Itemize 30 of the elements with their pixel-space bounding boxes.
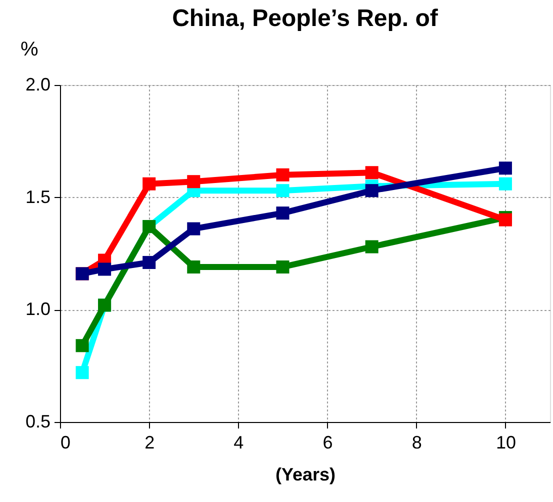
point [276, 168, 290, 182]
point [498, 177, 512, 190]
point [498, 162, 512, 175]
y-axis-title: % [20, 38, 38, 60]
y-tick-label: 2.0 [25, 74, 50, 94]
point [76, 339, 89, 352]
point [142, 177, 156, 190]
x-tick-label: 8 [412, 432, 422, 452]
y-tick-label: 1.0 [25, 299, 50, 320]
point [365, 240, 378, 254]
y-tick-label: 0.5 [25, 412, 50, 432]
chart-title: China, People’s Rep. of [172, 5, 439, 32]
x-tick-label: 6 [322, 432, 333, 452]
point [76, 366, 89, 380]
x-tick-label: 0 [60, 432, 71, 452]
y-tick-label: 1.5 [25, 186, 50, 207]
point [365, 184, 378, 198]
x-tick-label: 2 [144, 432, 155, 452]
point [187, 222, 200, 236]
point [142, 256, 156, 270]
x-tick-label: 10 [496, 432, 516, 452]
point [98, 262, 112, 276]
point [276, 206, 290, 220]
point [276, 184, 290, 198]
x-tick-label: 4 [234, 432, 244, 452]
point [276, 260, 290, 274]
x-axis-title: (Years) [275, 464, 336, 484]
point [187, 260, 200, 274]
point [187, 175, 200, 188]
point [365, 166, 378, 180]
